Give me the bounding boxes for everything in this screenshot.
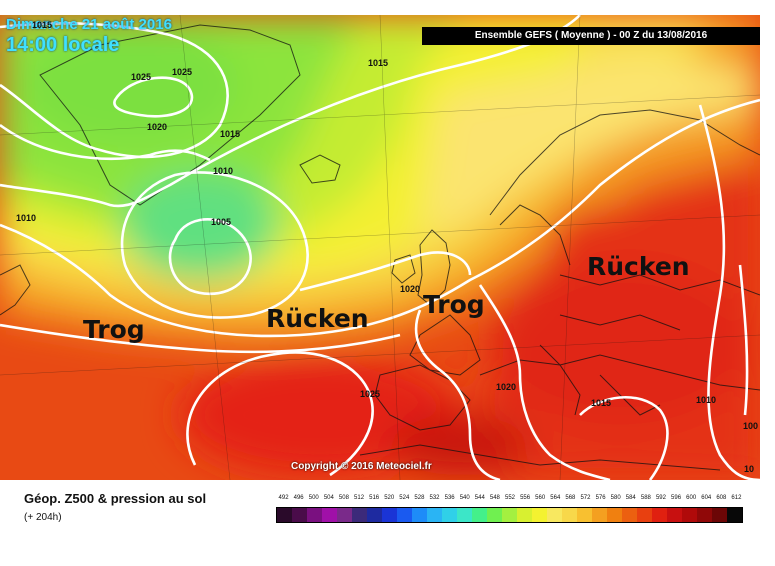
legend-color-swatch xyxy=(592,508,607,522)
legend-title: Géop. Z500 & pression au sol xyxy=(24,491,207,506)
isobar-label: 1005 xyxy=(211,217,232,227)
legend-color-swatch xyxy=(352,508,367,522)
isobar-label: 1015 xyxy=(591,398,612,408)
legend-color-swatch xyxy=(637,508,652,522)
legend-tick-label: 588 xyxy=(640,495,651,501)
legend-color-swatch xyxy=(532,508,547,522)
legend-tick-label: 536 xyxy=(444,495,455,501)
legend-tick-label: 540 xyxy=(459,495,470,501)
ensemble-label: Ensemble GEFS ( Moyenne ) - 00 Z du 13/0… xyxy=(422,27,760,45)
annotation-trog-west: Trog xyxy=(83,315,145,344)
isobars xyxy=(0,15,760,480)
legend-tick-label: 504 xyxy=(323,495,334,501)
geopotential-field xyxy=(0,15,760,480)
legend-tick-label: 532 xyxy=(429,495,440,501)
weather-map xyxy=(0,15,760,480)
legend-color-swatch xyxy=(397,508,412,522)
legend-color-swatch xyxy=(427,508,442,522)
legend-tick-label: 552 xyxy=(504,495,516,501)
legend-color-swatch xyxy=(562,508,577,522)
legend-color-swatch xyxy=(727,508,742,522)
isobar-label: 1020 xyxy=(400,284,421,294)
legend-color-swatch xyxy=(292,508,307,522)
legend-tick-label: 512 xyxy=(354,495,365,501)
legend-tick-label: 584 xyxy=(625,495,636,501)
isobar-label: 1015 xyxy=(368,58,389,68)
legend-color-swatch xyxy=(547,508,562,522)
isobar-label: 1010 xyxy=(213,166,234,176)
legend-tick-label: 564 xyxy=(550,495,561,501)
legend-ticks: 492 496 500 504 508 512 516 520 524 528 532 536 540 5… xyxy=(276,495,744,505)
legend-tick-label: 568 xyxy=(565,495,576,501)
legend-tick-label: 524 xyxy=(399,495,410,501)
legend-tick-label: 548 xyxy=(489,495,500,501)
legend-color-swatch xyxy=(502,508,517,522)
right-margin xyxy=(760,15,775,480)
legend-color-swatch xyxy=(487,508,502,522)
legend-tick-label: 556 xyxy=(520,495,531,501)
copyright-text: Copyright © 2016 Meteociel.fr xyxy=(291,461,432,472)
legend-color-swatch xyxy=(337,508,352,522)
legend-color-swatch xyxy=(622,508,637,522)
legend-color-swatch xyxy=(607,508,622,522)
legend-tick-label: 604 xyxy=(701,495,712,501)
legend-tick-label: 544 xyxy=(474,495,485,501)
isobar-label: 1020 xyxy=(147,122,168,132)
legend-tick-label: 612 xyxy=(731,495,742,501)
legend-color-swatch xyxy=(457,508,472,522)
isobar-label: 1015 xyxy=(220,129,241,139)
top-strip xyxy=(0,0,775,15)
legend-tick-label: 560 xyxy=(535,495,546,501)
annotation-ruecken-atlantic: Rücken xyxy=(266,304,369,333)
legend-tick-label: 508 xyxy=(338,495,349,501)
isobar-label: 1010 xyxy=(16,213,37,223)
isobar-label: 1010 xyxy=(696,395,717,405)
isobar-label: 1025 xyxy=(360,389,381,399)
annotation-ruecken-europe: Rücken xyxy=(587,252,690,281)
legend-tick-label: 492 xyxy=(278,495,289,501)
legend-tick-label: 608 xyxy=(716,495,727,501)
legend-color-swatch xyxy=(652,508,667,522)
grid xyxy=(0,15,760,480)
legend-tick-label: 592 xyxy=(655,495,666,501)
isobar-label: 1025 xyxy=(172,67,193,77)
legend-color-swatch xyxy=(577,508,592,522)
legend-color-swatch xyxy=(697,508,712,522)
legend-color-swatch xyxy=(322,508,337,522)
legend-tick-label: 496 xyxy=(293,495,304,501)
map-canvas xyxy=(0,15,760,480)
isobar-label: 1025 xyxy=(131,72,152,82)
legend-color-swatch xyxy=(442,508,457,522)
isobar-label: 100 xyxy=(743,421,759,431)
legend-tick-label: 500 xyxy=(308,495,319,501)
legend-tick-label: 576 xyxy=(595,495,606,501)
legend-tick-label: 528 xyxy=(414,495,425,501)
legend-color-swatch xyxy=(472,508,487,522)
legend-color-swatch xyxy=(367,508,382,522)
legend-color-swatch xyxy=(277,508,292,522)
isobar-label: 1015 xyxy=(32,20,53,30)
color-scale-bar xyxy=(276,507,743,523)
legend-color-swatch xyxy=(412,508,427,522)
annotation-trog-britain: Trog xyxy=(423,290,485,319)
legend-tick-label: 516 xyxy=(369,495,380,501)
lead-time: (+ 204h) xyxy=(24,512,62,523)
legend-color-swatch xyxy=(682,508,697,522)
legend-tick-label: 520 xyxy=(384,495,395,501)
legend-tick-label: 572 xyxy=(580,495,591,501)
legend-tick-label: 596 xyxy=(671,495,682,501)
legend-color-swatch xyxy=(307,508,322,522)
forecast-date: Dimanche 21 août 2016 xyxy=(6,16,172,33)
isobar-label: 1020 xyxy=(496,382,517,392)
legend-tick-label: 600 xyxy=(686,495,697,501)
isobar-label: 10 xyxy=(744,464,755,474)
legend-color-swatch xyxy=(517,508,532,522)
legend-tick-label: 580 xyxy=(610,495,621,501)
forecast-time: 14:00 locale xyxy=(6,34,120,56)
legend-color-swatch xyxy=(667,508,682,522)
legend-color-swatch xyxy=(712,508,727,522)
legend-color-swatch xyxy=(382,508,397,522)
